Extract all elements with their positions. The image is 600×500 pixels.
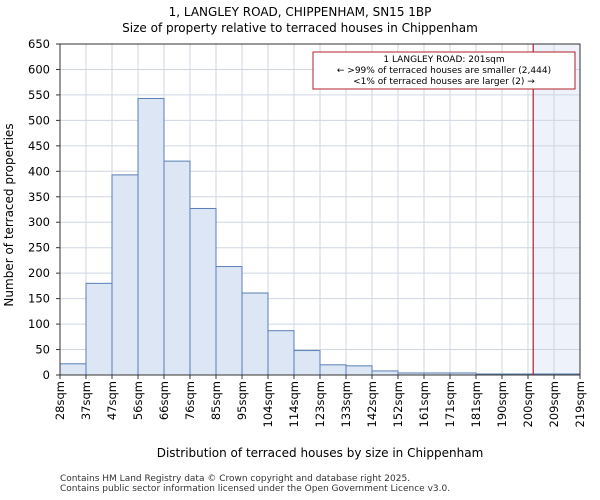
chart-subtitle: Size of property relative to terraced ho… [122,21,478,35]
y-tick-label: 550 [28,88,50,102]
bar [111,174,139,376]
bar [163,160,191,376]
bar [345,365,373,376]
x-axis-label: Distribution of terraced houses by size … [157,446,484,460]
x-tick-label: 133sqm [339,381,353,427]
x-tick-label: 219sqm [573,381,587,427]
bars [59,97,581,376]
x-tick-label: 200sqm [521,381,535,427]
x-tick-label: 114sqm [287,381,301,427]
y-tick-label: 100 [28,317,50,331]
bar [137,97,165,376]
annotation-line-3: <1% of terraced houses are larger (2) → [353,77,535,87]
x-tick-label: 76sqm [183,381,197,420]
annotation-line-2: ← >99% of terraced houses are smaller (2… [337,66,551,76]
bar [319,364,347,376]
annotation-line-1: 1 LANGLEY ROAD: 201sqm [383,55,504,65]
y-tick-label: 250 [28,241,50,255]
bar [215,266,243,376]
bar [189,207,217,376]
y-tick-label: 500 [28,113,50,127]
x-tick-label: 37sqm [79,381,93,420]
footer-line-1: Contains HM Land Registry data © Crown c… [60,474,411,484]
x-tick-label: 171sqm [443,381,457,427]
y-tick-label: 600 [28,62,50,76]
y-tick-label: 350 [28,190,50,204]
chart-title: 1, LANGLEY ROAD, CHIPPENHAM, SN15 1BP [169,5,432,19]
y-tick-label: 50 [35,343,50,357]
bar [293,350,321,376]
x-tick-label: 85sqm [209,381,223,420]
y-tick-label: 200 [28,266,50,280]
x-axis-ticks: 28sqm 37sqm 47sqm 56sqm 66sqm 76sqm 85sqm 95sqm… [53,375,587,427]
x-tick-label: 47sqm [105,381,119,420]
x-tick-label: 95sqm [235,381,249,420]
bar [267,330,295,376]
bar [85,282,113,376]
bar [59,363,87,376]
x-tick-label: 104sqm [261,381,275,427]
bar [371,370,399,376]
y-tick-label: 150 [28,292,50,306]
larger-region-shade [533,44,580,375]
bar [241,292,269,376]
x-tick-label: 190sqm [495,381,509,427]
y-tick-label: 450 [28,139,50,153]
footer-line-2: Contains public sector information licen… [60,484,451,494]
y-tick-label: 0 [43,368,50,382]
x-tick-label: 66sqm [157,381,171,420]
x-tick-label: 181sqm [469,381,483,427]
y-tick-label: 650 [28,37,50,51]
x-tick-label: 142sqm [365,381,379,427]
x-tick-label: 209sqm [547,381,561,427]
y-tick-label: 300 [28,215,50,229]
annotation-box: 1 LANGLEY ROAD: 201sqm ← >99% of terrace… [312,51,576,90]
x-tick-label: 28sqm [53,381,67,420]
y-axis-label: Number of terraced properties [2,123,16,306]
x-tick-label: 152sqm [391,381,405,427]
x-tick-label: 56sqm [131,381,145,420]
x-tick-label: 161sqm [417,381,431,427]
y-axis-ticks: 0 50 100 150 200 250 300 350 400 450 500 550 600 650 [28,37,60,382]
y-tick-label: 400 [28,164,50,178]
x-tick-label: 123sqm [313,381,327,427]
